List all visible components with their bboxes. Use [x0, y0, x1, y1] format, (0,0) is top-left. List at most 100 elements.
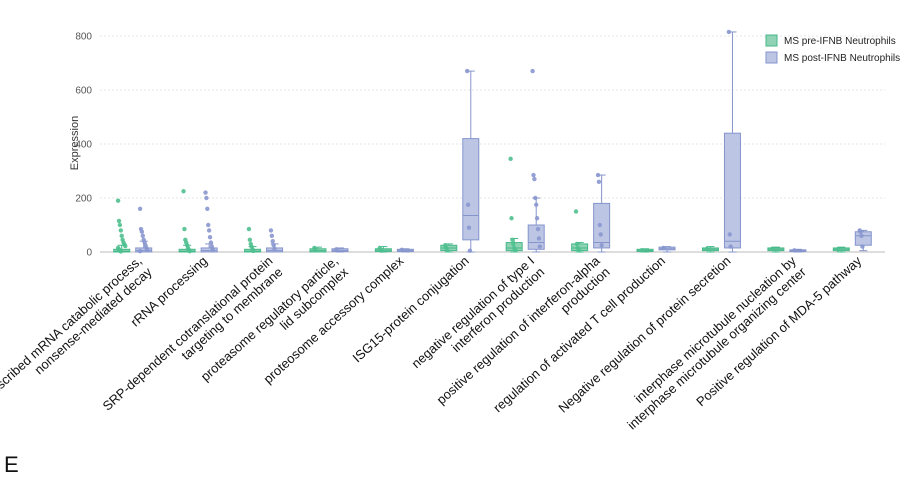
box-post-2 — [266, 228, 284, 253]
data-point — [467, 248, 473, 253]
legend-label-post: MS post-IFNB Neutrophils — [784, 53, 900, 64]
data-point — [399, 247, 404, 253]
data-point — [595, 172, 601, 178]
box-body — [462, 138, 480, 241]
data-point — [859, 233, 864, 238]
y-axis: Expression 0 200 400 600 800 — [69, 32, 92, 259]
category-labels: nuclear-transcribed mRNA catabolic proce… — [0, 253, 865, 450]
y-tick-label-1: 200 — [75, 194, 92, 205]
data-point — [860, 244, 865, 249]
y-tick-label-3: 600 — [75, 86, 92, 97]
box-pre-5 — [440, 243, 458, 253]
data-point — [574, 241, 580, 247]
data-point — [116, 218, 122, 224]
data-point — [182, 226, 187, 232]
data-point — [272, 246, 277, 251]
legend: MS pre-IFNB Neutrophils MS post-IFNB Neu… — [765, 34, 900, 64]
data-point — [639, 248, 644, 253]
data-point — [510, 237, 515, 243]
data-point — [537, 244, 543, 249]
data-point — [206, 228, 212, 233]
box-body — [527, 224, 545, 250]
box-pre-1 — [178, 189, 196, 254]
data-point — [379, 248, 384, 253]
data-point — [145, 247, 150, 253]
data-point — [205, 206, 210, 211]
box-body — [854, 231, 872, 246]
data-point — [118, 228, 124, 233]
box-series — [113, 29, 872, 254]
box-pre-11 — [832, 246, 850, 253]
box-post-7 — [593, 172, 611, 253]
y-tick-label-4: 800 — [75, 32, 92, 43]
data-point — [512, 247, 518, 253]
box-body — [200, 247, 218, 253]
category-label-0: nuclear-transcribed mRNA catabolic proce… — [0, 253, 155, 450]
legend-swatch-post — [765, 51, 778, 64]
data-point — [531, 172, 536, 178]
data-point — [597, 222, 603, 228]
data-point — [835, 247, 840, 252]
legend-swatch-pre — [765, 34, 778, 47]
data-point — [511, 241, 516, 247]
data-point — [181, 189, 186, 194]
data-point — [119, 233, 124, 238]
box-pre-9 — [701, 246, 719, 253]
legend-label-pre: MS pre-IFNB Neutrophils — [784, 36, 896, 47]
data-point — [115, 198, 121, 203]
box-body — [723, 132, 741, 249]
data-point — [598, 232, 603, 237]
box-post-4 — [396, 247, 414, 253]
data-point — [207, 234, 213, 240]
y-tick-label-0: 0 — [86, 248, 92, 259]
data-point — [576, 247, 581, 253]
data-point — [792, 248, 797, 253]
data-point — [208, 240, 214, 245]
box-post-1 — [200, 190, 218, 253]
category-label-line: interphase microtubule organizing center — [624, 264, 809, 433]
panel-letter: E — [4, 452, 19, 477]
data-point — [530, 68, 535, 74]
box-pre-10 — [767, 246, 785, 253]
box-post-3 — [331, 247, 349, 253]
data-point — [596, 179, 602, 184]
box-pre-2 — [244, 226, 262, 254]
category-label-line: negative regulation of type I — [408, 253, 537, 371]
box-post-11 — [854, 228, 872, 252]
data-point — [508, 156, 513, 162]
data-point — [206, 222, 211, 228]
data-point — [117, 222, 123, 228]
data-point — [118, 249, 124, 254]
box-post-10 — [789, 248, 807, 253]
data-point — [334, 247, 339, 252]
data-point — [140, 233, 146, 238]
data-point — [770, 246, 775, 251]
data-point — [465, 202, 471, 207]
box-body — [135, 247, 153, 253]
data-point — [728, 244, 733, 249]
data-point — [509, 216, 514, 221]
data-point — [466, 225, 472, 230]
box-pre-3 — [309, 245, 327, 253]
data-point — [661, 245, 666, 251]
box-pre-0 — [113, 198, 131, 254]
data-point — [271, 243, 276, 248]
data-point — [726, 29, 732, 35]
box-pre-4 — [374, 245, 392, 253]
data-point — [727, 232, 732, 237]
data-point — [246, 226, 252, 232]
data-point — [187, 248, 193, 254]
box-post-0 — [135, 206, 153, 254]
box-post-9 — [723, 29, 741, 253]
data-point — [534, 202, 539, 207]
data-point — [444, 247, 450, 253]
data-point — [123, 243, 128, 249]
data-point — [137, 248, 143, 254]
data-point — [599, 243, 604, 248]
data-point — [268, 228, 274, 233]
data-point — [269, 233, 275, 238]
gridlines — [100, 35, 885, 253]
data-point — [247, 237, 253, 243]
box-pre-7 — [571, 209, 589, 253]
